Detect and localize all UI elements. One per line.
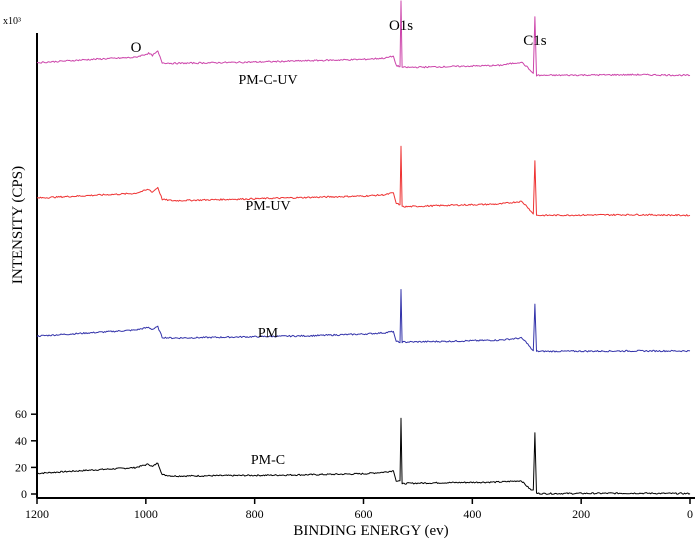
series-lines <box>36 0 691 495</box>
axes <box>36 33 695 499</box>
series-line-pm-c <box>36 417 691 495</box>
y-tick-label: 0 <box>21 487 27 501</box>
series-label-pm-c-uv: PM-C-UV <box>238 73 297 88</box>
x-tick-label: 200 <box>572 507 590 521</box>
y-tick-label: 20 <box>15 460 27 474</box>
x-tick-label: 800 <box>246 507 264 521</box>
x-tick-label: 1000 <box>134 507 158 521</box>
x-tick-label: 0 <box>687 507 693 521</box>
y-tick-label: 60 <box>15 407 27 421</box>
x-axis-title: BINDING ENERGY (ev) <box>293 523 448 539</box>
series-label-pm-uv: PM-UV <box>245 199 290 214</box>
series-line-pm-uv <box>36 145 691 217</box>
y-multiplier-label: x10³ <box>3 16 21 27</box>
x-tick-label: 1200 <box>25 507 49 521</box>
peak-label-o1s: O1s <box>389 18 413 34</box>
x-ticks: 1200 1000 800 600 400 200 0 <box>25 498 693 521</box>
y-ticks: 0 20 40 60 <box>15 407 37 501</box>
series-label-pm-c: PM-C <box>251 453 285 468</box>
x-tick-label: 600 <box>355 507 373 521</box>
y-axis-title: INTENSITY (CPS) <box>10 166 26 284</box>
peak-labels: O O1s C1s <box>131 18 547 56</box>
peak-label-c1s: C1s <box>523 33 547 49</box>
series-line-pm <box>36 289 691 353</box>
series-labels: PM-C PM PM-UV PM-C-UV <box>238 73 297 468</box>
x-tick-label: 400 <box>463 507 481 521</box>
peak-label-o: O <box>131 40 142 56</box>
y-tick-label: 40 <box>15 434 27 448</box>
series-label-pm: PM <box>258 326 279 341</box>
series-line-pm-c-uv <box>36 0 691 77</box>
